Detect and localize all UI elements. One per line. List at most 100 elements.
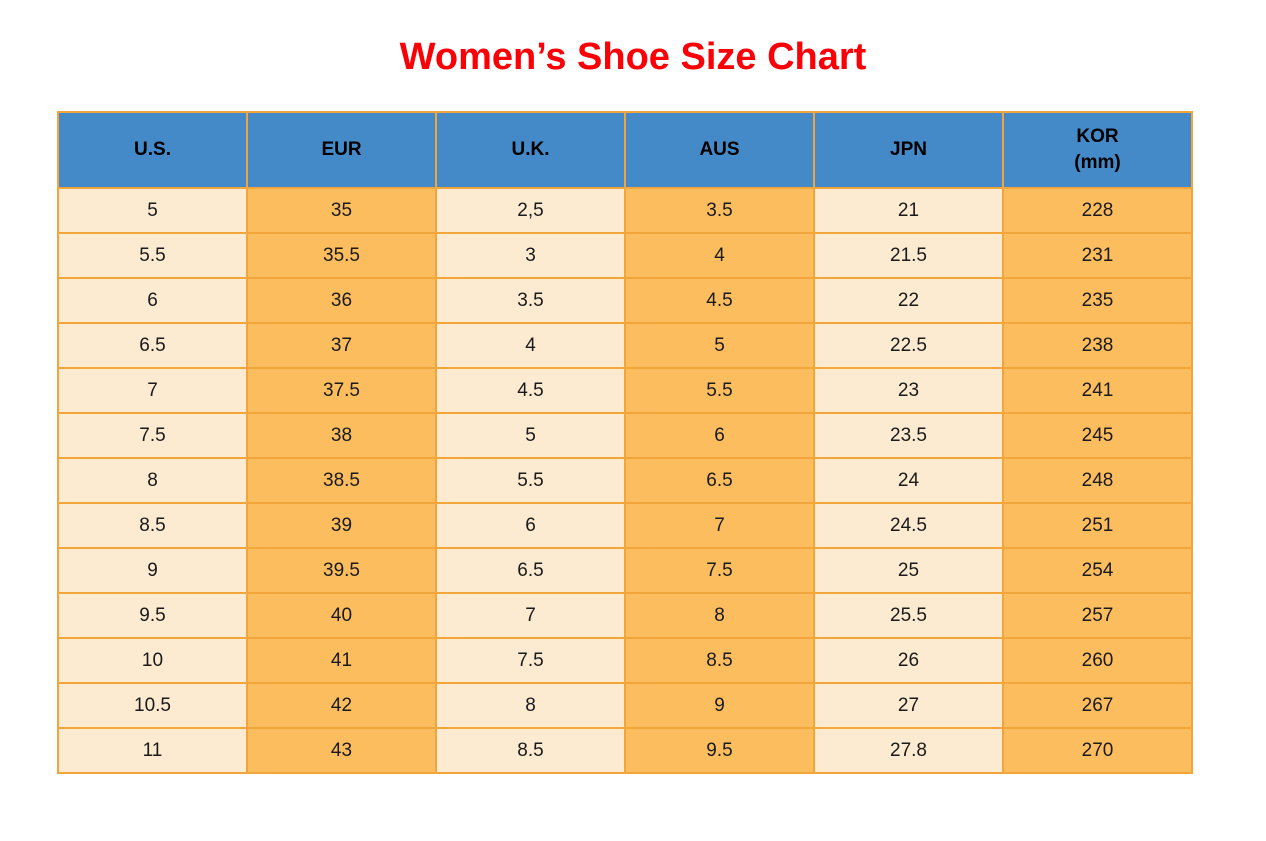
table-cell: 40 xyxy=(246,592,437,639)
table-cell: 3 xyxy=(435,232,626,279)
table-cell: 9 xyxy=(624,682,815,729)
table-cell: 7 xyxy=(624,502,815,549)
table-row: 9 39.5 6.5 7.5 25 254 xyxy=(57,547,1193,594)
table-row: 8 38.5 5.5 6.5 24 248 xyxy=(57,457,1193,504)
table-row: 5 35 2,5 3.5 21 228 xyxy=(57,187,1193,234)
table-cell: 21.5 xyxy=(813,232,1004,279)
table-cell: 23.5 xyxy=(813,412,1004,459)
table-cell: 24.5 xyxy=(813,502,1004,549)
table-cell: 8.5 xyxy=(435,727,626,774)
table-cell: 5.5 xyxy=(435,457,626,504)
table-cell: 9 xyxy=(57,547,248,594)
table-cell: 25 xyxy=(813,547,1004,594)
table-cell: 43 xyxy=(246,727,437,774)
table-cell: 24 xyxy=(813,457,1004,504)
table-cell: 27 xyxy=(813,682,1004,729)
table-cell: 38 xyxy=(246,412,437,459)
table-cell: 25.5 xyxy=(813,592,1004,639)
table-cell: 254 xyxy=(1002,547,1193,594)
table-cell: 4 xyxy=(435,322,626,369)
table-cell: 231 xyxy=(1002,232,1193,279)
column-header-uk: U.K. xyxy=(435,111,626,189)
column-header-jpn: JPN xyxy=(813,111,1004,189)
table-row: 9.5 40 7 8 25.5 257 xyxy=(57,592,1193,639)
table-cell: 10.5 xyxy=(57,682,248,729)
table-cell: 267 xyxy=(1002,682,1193,729)
table-cell: 10 xyxy=(57,637,248,684)
table-row: 7 37.5 4.5 5.5 23 241 xyxy=(57,367,1193,414)
table-cell: 8.5 xyxy=(57,502,248,549)
table-cell: 260 xyxy=(1002,637,1193,684)
table-cell: 6 xyxy=(624,412,815,459)
table-row: 10.5 42 8 9 27 267 xyxy=(57,682,1193,729)
table-header: U.S. EUR U.K. AUS JPN xyxy=(57,111,1193,189)
table-row: 5.5 35.5 3 4 21.5 231 xyxy=(57,232,1193,279)
table-cell: 9.5 xyxy=(57,592,248,639)
table-cell: 3.5 xyxy=(435,277,626,324)
table-cell: 23 xyxy=(813,367,1004,414)
column-header-sublabel: (mm) xyxy=(1074,152,1121,173)
table-cell: 3.5 xyxy=(624,187,815,234)
table-cell: 6 xyxy=(435,502,626,549)
table-cell: 42 xyxy=(246,682,437,729)
column-header-label: U.K. xyxy=(511,139,550,161)
table-cell: 7 xyxy=(57,367,248,414)
column-header-label: JPN xyxy=(890,139,927,161)
table-cell: 248 xyxy=(1002,457,1193,504)
table-cell: 8 xyxy=(435,682,626,729)
table-cell: 6.5 xyxy=(57,322,248,369)
column-header-kor: KOR (mm) xyxy=(1002,111,1193,189)
page-title: Women’s Shoe Size Chart xyxy=(399,36,867,78)
table-cell: 7.5 xyxy=(57,412,248,459)
table-cell: 36 xyxy=(246,277,437,324)
table-cell: 26 xyxy=(813,637,1004,684)
table-cell: 4 xyxy=(624,232,815,279)
table-cell: 7 xyxy=(435,592,626,639)
column-header-label: EUR xyxy=(321,139,362,161)
column-header-label: AUS xyxy=(699,139,740,161)
table-row: 10 41 7.5 8.5 26 260 xyxy=(57,637,1193,684)
table-cell: 22.5 xyxy=(813,322,1004,369)
table-cell: 8 xyxy=(57,457,248,504)
table-cell: 21 xyxy=(813,187,1004,234)
table-row: 6.5 37 4 5 22.5 238 xyxy=(57,322,1193,369)
table-cell: 22 xyxy=(813,277,1004,324)
column-header-aus: AUS xyxy=(624,111,815,189)
table-cell: 6.5 xyxy=(435,547,626,594)
table-cell: 241 xyxy=(1002,367,1193,414)
table-cell: 5 xyxy=(435,412,626,459)
column-header-us: U.S. xyxy=(57,111,248,189)
table-cell: 5 xyxy=(624,322,815,369)
table-cell: 6.5 xyxy=(624,457,815,504)
table-cell: 8.5 xyxy=(624,637,815,684)
table-cell: 228 xyxy=(1002,187,1193,234)
table-cell: 38.5 xyxy=(246,457,437,504)
column-header-label: U.S. xyxy=(134,139,171,161)
table-cell: 35.5 xyxy=(246,232,437,279)
table-row: 7.5 38 5 6 23.5 245 xyxy=(57,412,1193,459)
table-cell: 2,5 xyxy=(435,187,626,234)
table-row: 6 36 3.5 4.5 22 235 xyxy=(57,277,1193,324)
table-cell: 5 xyxy=(57,187,248,234)
table-cell: 251 xyxy=(1002,502,1193,549)
table-cell: 11 xyxy=(57,727,248,774)
table-cell: 270 xyxy=(1002,727,1193,774)
table-cell: 9.5 xyxy=(624,727,815,774)
table-cell: 5.5 xyxy=(624,367,815,414)
table-cell: 245 xyxy=(1002,412,1193,459)
table-cell: 235 xyxy=(1002,277,1193,324)
table-row: 11 43 8.5 9.5 27.8 270 xyxy=(57,727,1193,774)
header-row: U.S. EUR U.K. AUS JPN xyxy=(57,111,1193,189)
table-cell: 35 xyxy=(246,187,437,234)
table-cell: 8 xyxy=(624,592,815,639)
table-cell: 6 xyxy=(57,277,248,324)
table-cell: 4.5 xyxy=(624,277,815,324)
column-header-eur: EUR xyxy=(246,111,437,189)
table-cell: 257 xyxy=(1002,592,1193,639)
table-cell: 41 xyxy=(246,637,437,684)
column-header-label: KOR xyxy=(1076,126,1119,148)
table-cell: 37 xyxy=(246,322,437,369)
table-cell: 7.5 xyxy=(624,547,815,594)
table-cell: 39 xyxy=(246,502,437,549)
